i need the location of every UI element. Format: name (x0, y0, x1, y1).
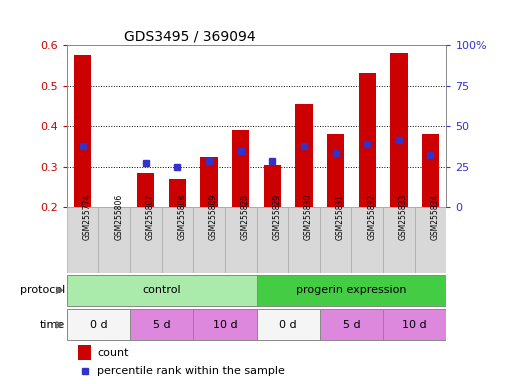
Text: progerin expression: progerin expression (296, 285, 407, 295)
Text: GSM255828: GSM255828 (241, 194, 250, 240)
Bar (415, 207, 446, 273)
Text: 5 d: 5 d (153, 320, 170, 330)
Text: GSM255774: GSM255774 (83, 194, 91, 240)
Text: GSM255833: GSM255833 (399, 194, 408, 240)
Text: GSM255830: GSM255830 (304, 194, 313, 240)
Bar (67, 275, 256, 306)
Text: GSM255831: GSM255831 (336, 194, 345, 240)
Bar (130, 207, 162, 273)
Bar (169, 179, 186, 207)
Text: protocol: protocol (20, 285, 65, 295)
Bar (232, 130, 249, 207)
Text: 0 d: 0 d (89, 320, 107, 330)
Text: percentile rank within the sample: percentile rank within the sample (97, 366, 285, 376)
Bar (256, 207, 288, 273)
Text: GSM255807: GSM255807 (146, 194, 155, 240)
Text: 10 d: 10 d (402, 320, 427, 330)
Text: GSM255832: GSM255832 (367, 194, 376, 240)
Bar (383, 310, 446, 340)
Text: 5 d: 5 d (343, 320, 360, 330)
Bar (264, 165, 281, 207)
Text: 0 d: 0 d (279, 320, 297, 330)
Bar (130, 310, 193, 340)
Bar (390, 53, 407, 207)
Text: GSM255806: GSM255806 (114, 194, 123, 240)
Bar (288, 207, 320, 273)
Text: control: control (142, 285, 181, 295)
Bar (295, 104, 312, 207)
Bar (320, 310, 383, 340)
Bar (193, 207, 225, 273)
Bar (256, 310, 320, 340)
Bar (98, 207, 130, 273)
Bar (359, 73, 376, 207)
Bar (422, 134, 439, 207)
Text: time: time (40, 320, 65, 330)
Bar (67, 207, 98, 273)
Text: 10 d: 10 d (212, 320, 237, 330)
Text: GSM255809: GSM255809 (209, 194, 218, 240)
Text: GDS3495 / 369094: GDS3495 / 369094 (124, 30, 255, 44)
Text: GSM255808: GSM255808 (177, 194, 186, 240)
Bar (225, 207, 256, 273)
Bar (137, 173, 154, 207)
Bar (327, 134, 344, 207)
Bar (162, 207, 193, 273)
Bar (320, 207, 351, 273)
Bar (351, 207, 383, 273)
Text: count: count (97, 348, 129, 358)
Bar (256, 275, 446, 306)
Bar (201, 157, 218, 207)
Bar (383, 207, 415, 273)
Bar (193, 310, 256, 340)
Bar (74, 55, 91, 207)
Text: GSM255834: GSM255834 (430, 194, 440, 240)
Bar (78, 345, 91, 361)
Bar (67, 310, 130, 340)
Text: GSM255829: GSM255829 (272, 194, 281, 240)
